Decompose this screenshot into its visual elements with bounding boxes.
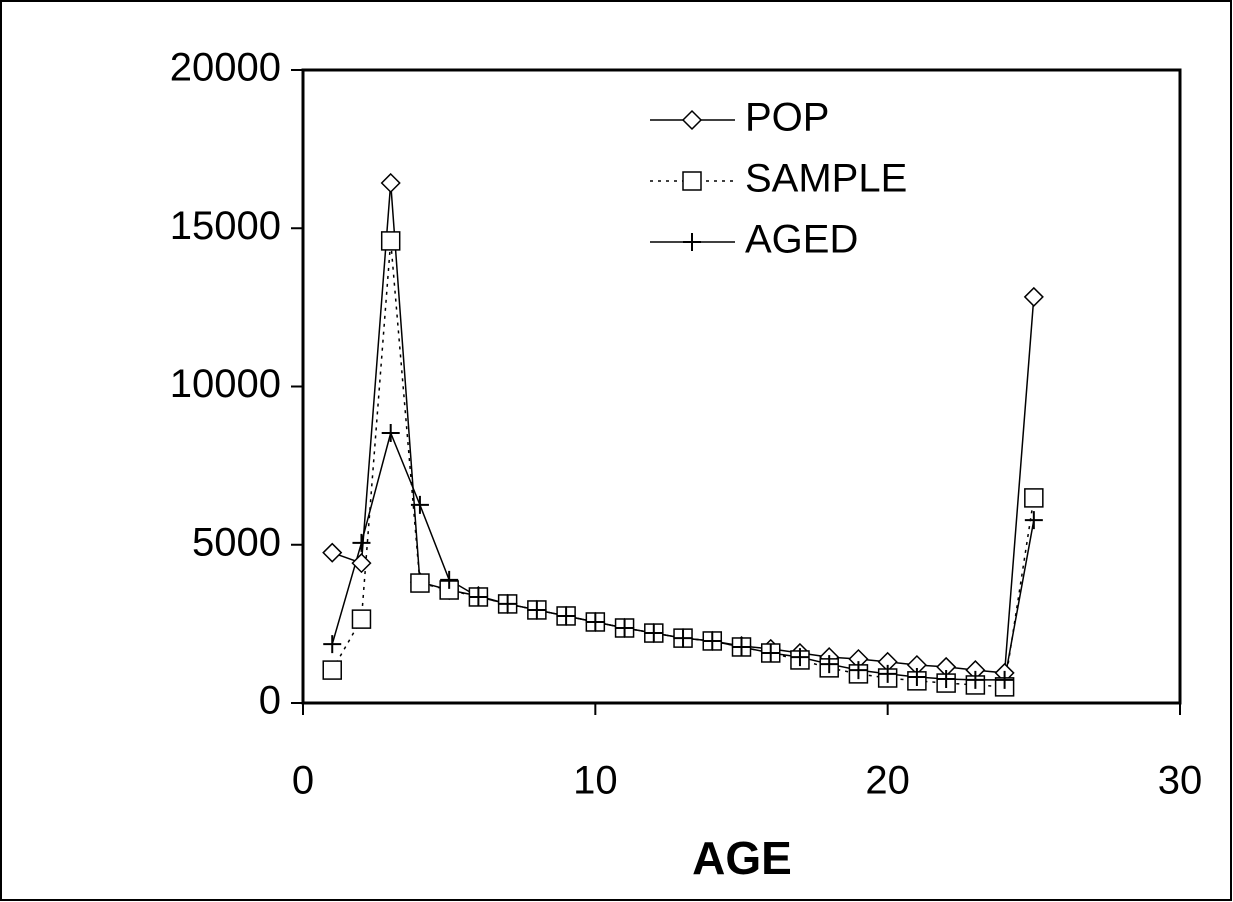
data-point (1024, 511, 1043, 530)
legend-marker (683, 233, 701, 251)
legend-label: AGED (745, 218, 858, 262)
data-point (322, 542, 343, 563)
data-point (703, 631, 722, 650)
data-point (440, 570, 459, 589)
data-point (469, 587, 488, 606)
x-tick-label: 0 (292, 759, 314, 803)
plot-area (301, 68, 1182, 705)
data-point (878, 664, 897, 683)
data-point (937, 669, 956, 688)
data-point (527, 600, 546, 619)
data-point (352, 533, 371, 552)
legend-marker (681, 109, 703, 131)
data-point (322, 660, 342, 680)
x-axis-label: AGE (692, 832, 792, 884)
data-point (907, 668, 926, 687)
y-tick-label: 20000 (170, 46, 281, 90)
data-point (586, 612, 605, 631)
series-line (331, 240, 1035, 688)
data-point (380, 231, 401, 251)
data-point (615, 618, 634, 637)
series-line (331, 182, 1035, 674)
x-tick-label: 10 (573, 759, 618, 803)
data-point (966, 670, 985, 689)
legend-label: POP (745, 96, 829, 140)
data-point (1024, 488, 1044, 508)
data-point (351, 553, 372, 574)
data-point (674, 629, 693, 648)
data-point (732, 637, 751, 656)
legend-marker (682, 171, 702, 191)
y-tick-label: 10000 (170, 362, 281, 406)
data-point (410, 573, 430, 593)
data-point (381, 424, 400, 443)
data-point (849, 661, 868, 680)
data-point (380, 172, 401, 194)
data-point (410, 495, 429, 514)
data-point (995, 670, 1014, 689)
data-point (1023, 286, 1044, 307)
data-point (323, 635, 342, 654)
y-tick-label: 15000 (170, 204, 281, 248)
x-tick-label: 30 (1158, 759, 1203, 803)
legend-label: SAMPLE (745, 157, 907, 201)
y-tick-label: 0 (259, 679, 281, 723)
data-point (761, 643, 780, 662)
data-point (644, 624, 663, 643)
data-point (498, 594, 517, 613)
data-point (557, 606, 576, 625)
x-tick-label: 20 (865, 759, 910, 803)
data-point (790, 648, 809, 667)
data-point (820, 655, 839, 674)
data-point (351, 609, 372, 629)
y-tick-label: 5000 (192, 520, 281, 564)
